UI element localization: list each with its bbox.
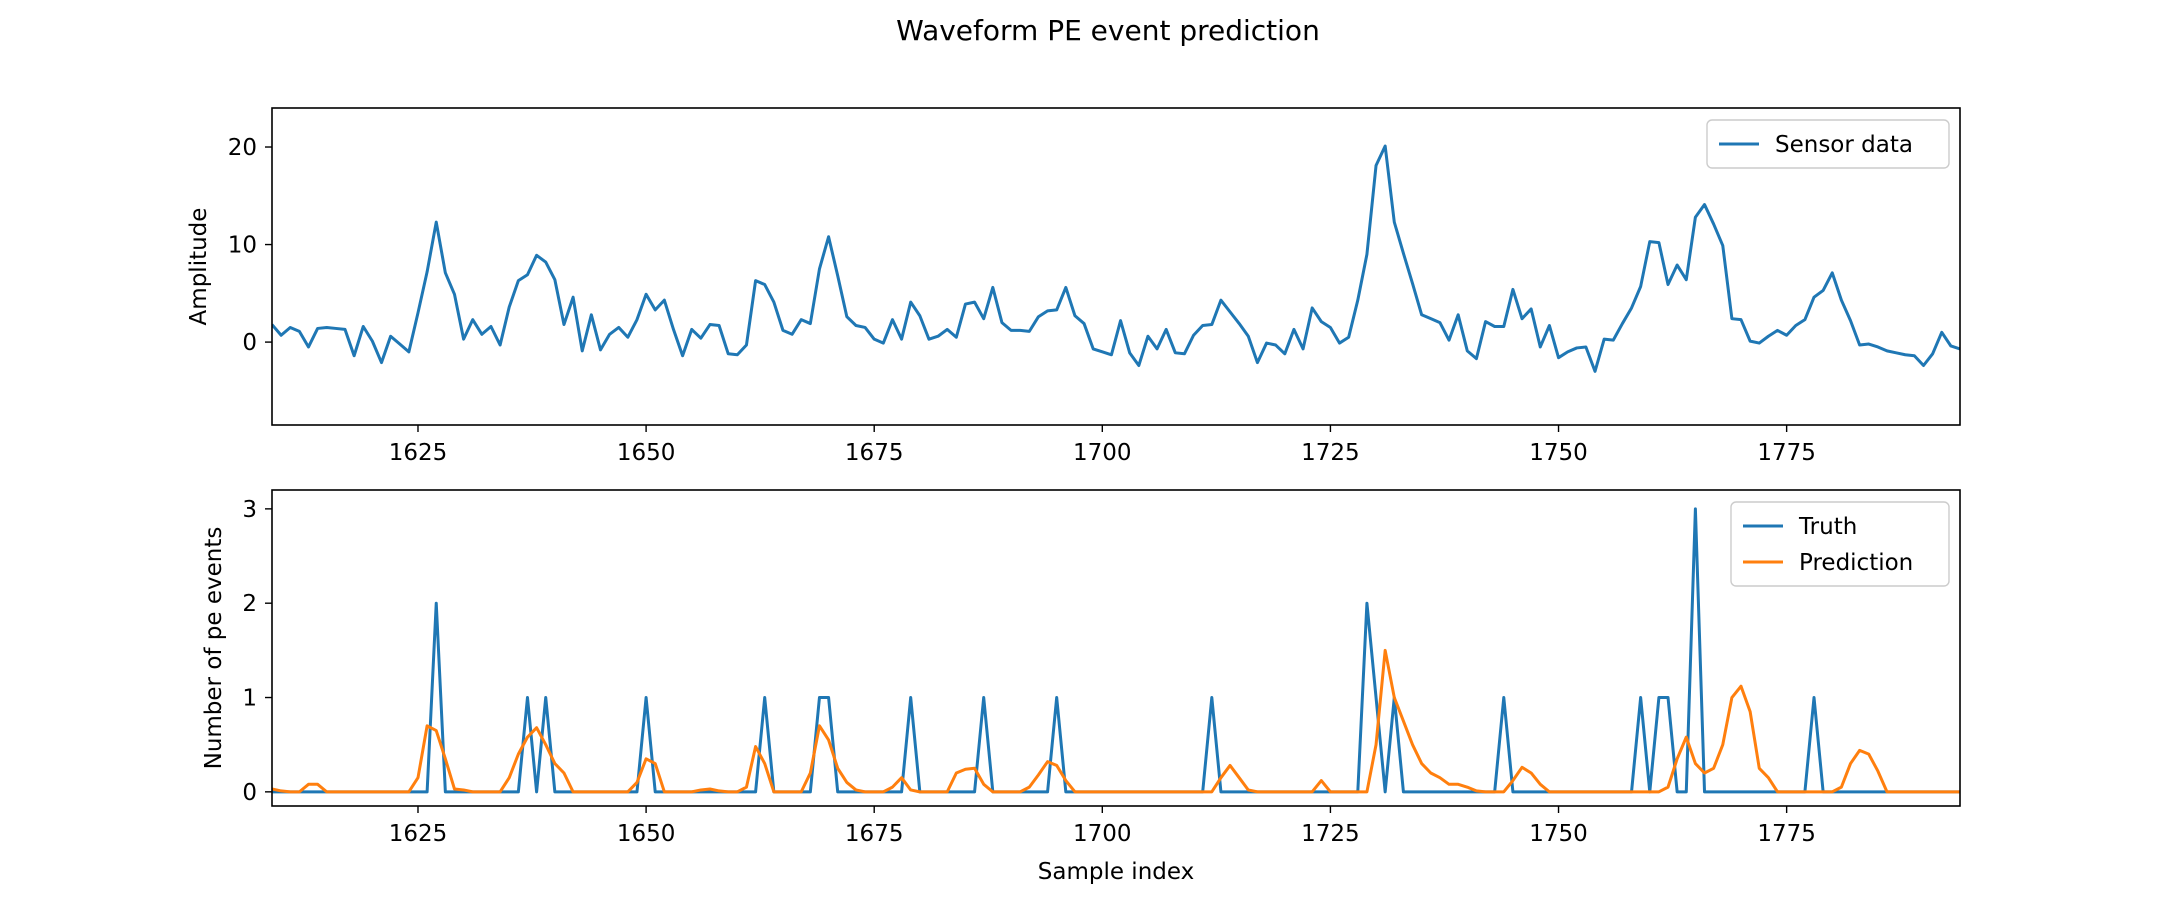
y-tick-label: 1 xyxy=(242,686,257,712)
y-tick-label: 0 xyxy=(242,330,257,356)
y-tick-label: 20 xyxy=(228,135,257,161)
series-line-sensor-data xyxy=(272,144,1960,373)
x-tick-label: 1675 xyxy=(845,821,904,847)
x-tick-label: 1725 xyxy=(1301,821,1360,847)
x-tick-label: 1700 xyxy=(1073,821,1132,847)
x-tick-label: 1725 xyxy=(1301,440,1360,466)
amplitude-panel: 1625 1650 1675 1700 1725 1750 1775 0 10 20 Amplitu… xyxy=(186,107,1961,466)
y-tick-label: 2 xyxy=(242,591,257,617)
x-tick-label: 1775 xyxy=(1757,821,1816,847)
legend-label: Truth xyxy=(1798,514,1857,540)
x-tick-label: 1750 xyxy=(1529,440,1588,466)
x-tick-label: 1625 xyxy=(389,440,448,466)
axes-frame xyxy=(271,107,1961,426)
legend-box xyxy=(1730,501,1950,587)
x-tick-label: 1750 xyxy=(1529,821,1588,847)
legend-box xyxy=(1706,119,1950,169)
x-tick-label: 1775 xyxy=(1757,440,1816,466)
x-tick-label: 1675 xyxy=(845,440,904,466)
y-tick-label: 3 xyxy=(242,497,257,523)
y-tick-label: 10 xyxy=(228,233,257,259)
pe-events-panel: 1625 1650 1675 1700 1725 1750 1775 0 1 2 3 Number o… xyxy=(201,489,1961,885)
y-tick-label: 0 xyxy=(242,780,257,806)
y-axis-label: Number of pe events xyxy=(201,527,227,770)
legend-label: Prediction xyxy=(1799,550,1913,576)
legend-label: Sensor data xyxy=(1775,132,1913,158)
series-line-prediction xyxy=(272,648,1960,794)
figure-title: Waveform PE event prediction xyxy=(896,14,1320,47)
y-axis-label: Amplitude xyxy=(186,208,212,326)
series-line-truth xyxy=(272,507,1960,794)
x-tick-label: 1700 xyxy=(1073,440,1132,466)
x-axis-label: Sample index xyxy=(1038,859,1194,885)
x-tick-label: 1650 xyxy=(617,821,676,847)
x-tick-label: 1650 xyxy=(617,440,676,466)
axes-frame xyxy=(271,489,1961,807)
x-tick-label: 1625 xyxy=(389,821,448,847)
